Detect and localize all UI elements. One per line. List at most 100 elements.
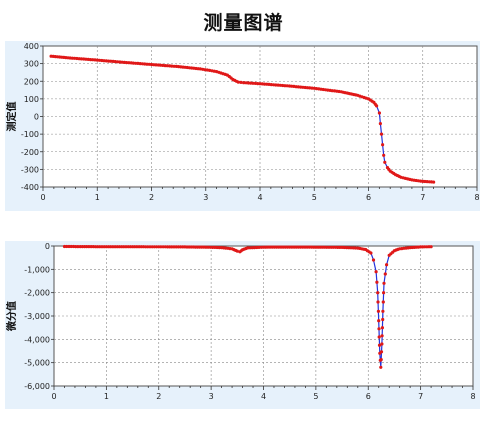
data-point	[378, 122, 382, 126]
data-point	[432, 180, 436, 184]
y-axis-label: 微分值	[5, 301, 18, 332]
data-point	[172, 64, 176, 68]
data-point	[135, 245, 139, 249]
data-point	[285, 245, 290, 249]
data-point	[161, 63, 165, 67]
x-tick-label: 4	[257, 193, 262, 202]
data-point	[249, 81, 253, 85]
data-point	[96, 245, 100, 249]
data-point	[165, 64, 169, 68]
data-point	[382, 153, 386, 157]
y-tick-label: 0	[34, 113, 39, 122]
data-point	[269, 83, 273, 87]
data-point	[376, 300, 380, 304]
data-point	[376, 309, 380, 313]
data-point	[149, 62, 154, 67]
x-tick-label: 3	[203, 193, 208, 202]
data-point	[252, 246, 257, 250]
data-point	[290, 84, 294, 88]
data-point	[379, 365, 383, 369]
data-point	[310, 86, 314, 90]
data-point	[342, 245, 346, 250]
data-point	[353, 246, 358, 250]
data-point	[102, 245, 106, 249]
x-tick-label: 7	[418, 392, 423, 401]
data-point	[159, 245, 163, 249]
data-point	[217, 246, 221, 250]
data-point	[176, 245, 180, 249]
data-point	[113, 245, 117, 249]
data-point	[375, 104, 379, 108]
y-tick-label: 100	[24, 95, 39, 104]
data-point	[288, 245, 292, 249]
data-point	[146, 245, 150, 249]
data-point	[87, 245, 91, 249]
data-point	[242, 81, 246, 85]
y-tick-label: 0	[45, 242, 50, 251]
data-point	[258, 82, 262, 86]
data-point	[126, 245, 130, 249]
y-tick-label: -5,000	[24, 359, 50, 368]
data-point	[429, 245, 433, 249]
data-point	[79, 57, 83, 61]
data-point	[301, 85, 305, 89]
data-point	[308, 86, 312, 90]
data-point	[211, 245, 215, 249]
data-point	[314, 245, 318, 249]
x-tick-label: 5	[313, 392, 318, 401]
data-point	[301, 245, 305, 249]
data-point	[235, 249, 239, 253]
y-tick-label: -400	[21, 183, 39, 192]
data-point	[274, 83, 278, 87]
x-tick-label: 1	[95, 193, 100, 202]
data-point	[85, 245, 89, 249]
data-point	[272, 245, 276, 249]
data-point	[111, 245, 115, 249]
data-point	[380, 326, 384, 330]
x-tick-label: 8	[470, 392, 475, 401]
data-point	[369, 251, 373, 255]
data-point	[68, 56, 72, 60]
data-point	[285, 84, 289, 88]
data-point	[379, 350, 384, 354]
data-point	[253, 81, 257, 85]
data-point	[147, 62, 151, 66]
data-point	[113, 60, 117, 64]
data-point	[275, 245, 279, 249]
data-point	[100, 245, 104, 249]
data-point	[377, 327, 381, 331]
x-tick-label: 6	[366, 193, 371, 202]
data-point	[80, 245, 84, 249]
data-point	[383, 272, 387, 276]
y-tick-label: -100	[21, 130, 39, 139]
data-point	[379, 132, 384, 136]
x-tick-label: 7	[420, 193, 425, 202]
chart-panel-2: 0 1 2 3 4 5 6 7 8 0 -1,000 -2,000 -3,000 -4,000 -5,000…	[5, 241, 480, 409]
data-point	[73, 56, 77, 60]
data-point	[278, 83, 282, 87]
data-point	[331, 245, 335, 249]
data-point	[65, 244, 69, 249]
data-point	[261, 245, 266, 249]
data-point	[330, 89, 334, 93]
x-tick-label: 0	[40, 193, 45, 202]
data-point	[380, 334, 384, 338]
data-point	[257, 245, 261, 249]
data-point	[124, 245, 128, 249]
data-point	[139, 245, 143, 249]
x-tick-label: 6	[366, 392, 371, 401]
data-point	[172, 245, 176, 249]
data-point	[179, 245, 183, 249]
data-point	[262, 82, 267, 86]
data-point	[117, 245, 122, 249]
y-tick-label: 400	[24, 42, 39, 51]
data-point	[122, 245, 126, 249]
data-point	[154, 63, 158, 67]
data-point	[76, 245, 80, 249]
data-point	[69, 244, 73, 249]
data-point	[174, 245, 178, 249]
data-point	[377, 335, 381, 339]
x-tick-label: 2	[149, 193, 154, 202]
data-point	[290, 245, 294, 249]
data-point	[239, 80, 243, 84]
